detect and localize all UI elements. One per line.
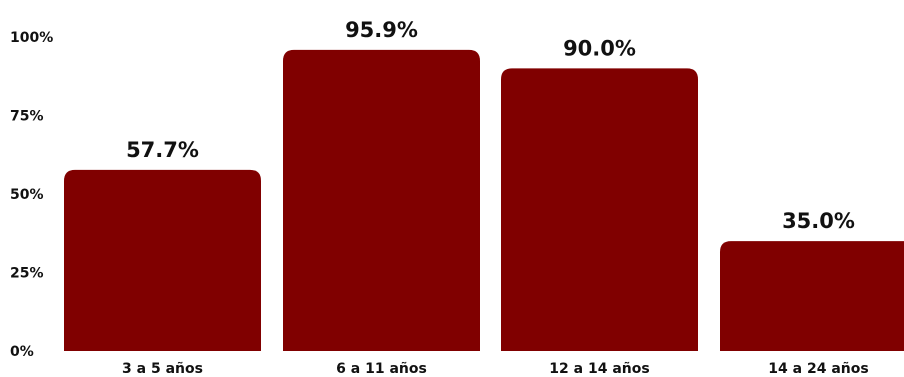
- bar: [720, 241, 904, 351]
- x-category-label: 14 a 24 años: [768, 361, 868, 377]
- bar: [64, 169, 261, 351]
- bar-value-label: 95.9%: [345, 18, 418, 42]
- bar: [501, 68, 698, 352]
- y-tick-label: 0%: [10, 344, 34, 360]
- y-tick-label: 50%: [10, 187, 44, 203]
- bar-value-label: 57.7%: [126, 138, 199, 162]
- x-category-label: 12 a 14 años: [549, 361, 649, 377]
- y-tick-label: 100%: [10, 30, 53, 46]
- x-category-label: 3 a 5 años: [122, 361, 203, 377]
- bar: [283, 49, 480, 352]
- bar-value-label: 90.0%: [563, 36, 636, 60]
- y-tick-label: 75%: [10, 109, 44, 125]
- x-category-label: 6 a 11 años: [336, 361, 427, 377]
- bar-value-label: 35.0%: [782, 209, 855, 233]
- y-tick-label: 25%: [10, 266, 44, 282]
